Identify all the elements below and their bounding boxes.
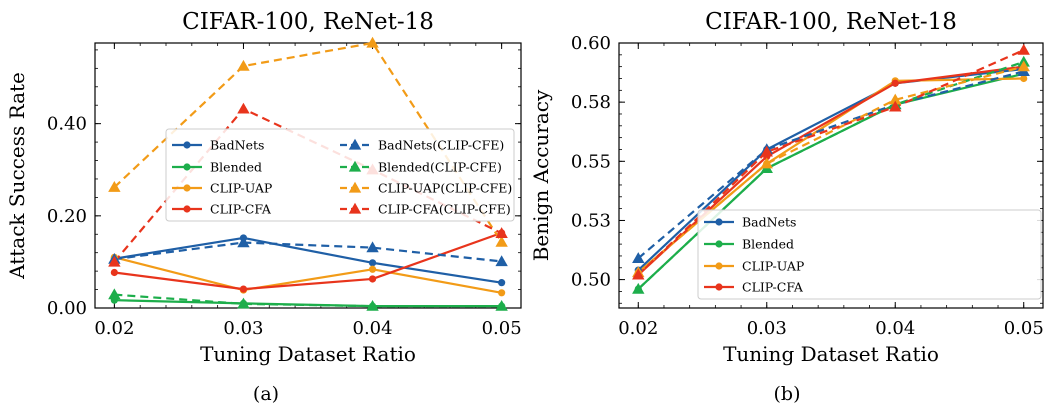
legend-entry: Blended (742, 237, 794, 252)
data-point (366, 241, 379, 253)
series-line-clip-cfa (114, 231, 503, 291)
y-tick-label: 0.20 (47, 206, 87, 227)
data-point (368, 265, 377, 273)
series-line-clip-cfa-clip-cfe- (637, 49, 1025, 276)
x-tick-label: 0.05 (1004, 318, 1044, 339)
legend-entry: CLIP-CFA(CLIP-CFE) (378, 202, 511, 217)
x-axis-label: Tuning Dataset Ratio (200, 342, 416, 366)
legend-marker (183, 184, 191, 192)
data-point (366, 299, 379, 311)
data-point (1020, 74, 1028, 83)
data-point (237, 59, 250, 71)
data-point (1017, 43, 1030, 55)
legend-marker (183, 205, 191, 213)
data-point (108, 181, 121, 192)
data-point (889, 100, 902, 112)
legend-marker (715, 218, 723, 226)
x-tick-label: 0.05 (482, 318, 522, 339)
data-point (495, 255, 508, 267)
plot-area-frame (94, 42, 522, 309)
data-point (632, 282, 645, 294)
y-tick-label: 0.50 (571, 270, 611, 291)
series-line-badnets-clip-cfe- (114, 241, 502, 263)
legend-entry: Blended(CLIP-CFE) (378, 160, 502, 175)
data-point (108, 288, 121, 300)
data-point (237, 236, 250, 248)
data-point (760, 145, 773, 157)
data-point (495, 227, 508, 238)
y-tick-label: 0.58 (571, 92, 611, 113)
data-point (366, 36, 379, 48)
legend-entry: CLIP-UAP (742, 259, 804, 274)
series-line-badnets-clip-cfe- (637, 70, 1025, 260)
legend: BadNetsBlendedCLIP-UAPCLIP-CFABadNets(CL… (697, 209, 1042, 300)
data-point (237, 297, 250, 309)
legend-entry: BadNets (210, 138, 264, 153)
panel-b: 0.02 0.03 0.04 0.05 0.50 0.53 0.55 0.58 0.60 CIFA… (529, 9, 1044, 405)
data-point (1017, 60, 1030, 72)
x-tick-label: 0.03 (747, 318, 787, 339)
data-point (760, 157, 773, 169)
data-point (498, 289, 506, 297)
legend-marker (715, 283, 723, 291)
legend-entry: CLIP-UAP(CLIP-CFE) (378, 181, 512, 196)
legend-marker (348, 181, 362, 193)
y-tick-label: 0.53 (571, 210, 611, 231)
data-point (632, 252, 645, 263)
series-line-badnets (114, 236, 502, 284)
data-point (110, 268, 118, 277)
legend-box (165, 128, 515, 222)
panel-a: 0.02 0.03 0.04 0.05 0.00 0.20 0.40 CIFAR-100, R… (5, 9, 522, 405)
chart-title: CIFAR-100, ReNet-18 (705, 9, 957, 35)
x-tick-label: 0.03 (223, 318, 263, 339)
series-line-clip-uap (114, 256, 502, 294)
legend-marker (715, 262, 723, 270)
x-tick-label: 0.02 (94, 318, 134, 339)
legend: BadNets Blended CLIP-UAP CLIP-CFA BadNets(CL… (165, 128, 515, 222)
legend-marker (348, 202, 362, 214)
legend-marker (183, 163, 191, 171)
data-point (368, 275, 377, 283)
legend-marker (183, 141, 191, 149)
data-point (495, 235, 508, 247)
data-point (237, 102, 250, 114)
y-tick-label: 0.00 (47, 298, 87, 319)
legend-entry: CLIP-UAP (210, 181, 272, 196)
data-point (632, 268, 645, 280)
chart-title: CIFAR-100, ReNet-18 (182, 9, 434, 35)
data-point (498, 279, 506, 287)
x-tick-label: 0.04 (353, 318, 393, 339)
series-line-blended-clip-cfe- (637, 60, 1025, 290)
data-point (495, 299, 508, 311)
y-tick-label: 0.40 (47, 114, 87, 135)
legend-entry: BadNets (742, 215, 796, 230)
legend-entry: CLIP-CFA (210, 202, 272, 217)
data-point (239, 285, 248, 293)
data-point (891, 79, 899, 87)
legend-box (697, 209, 1042, 300)
legend-marker (348, 138, 362, 150)
data-point (368, 259, 377, 267)
legend-marker (348, 160, 362, 172)
x-axis-label: Tuning Dataset Ratio (723, 342, 939, 366)
y-tick-label: 0.60 (571, 33, 611, 54)
data-point (889, 93, 902, 105)
x-tick-label: 0.04 (875, 318, 915, 339)
panel-caption: (a) (253, 383, 279, 405)
series-line-blended (114, 299, 502, 308)
y-axis-label: Benign Accuracy (529, 89, 553, 261)
legend-entry: Blended (210, 160, 262, 175)
x-tick-label: 0.02 (618, 318, 658, 339)
y-axis-label: Attack Success Rate (5, 72, 29, 280)
legend-entry: CLIP-CFA (742, 280, 804, 295)
legend-marker (715, 240, 723, 248)
y-tick-label: 0.55 (571, 151, 611, 172)
legend-entry: BadNets(CLIP-CFE) (378, 138, 504, 153)
data-point (108, 255, 121, 267)
plot-area-frame (618, 42, 1044, 309)
panel-caption: (b) (774, 383, 801, 405)
